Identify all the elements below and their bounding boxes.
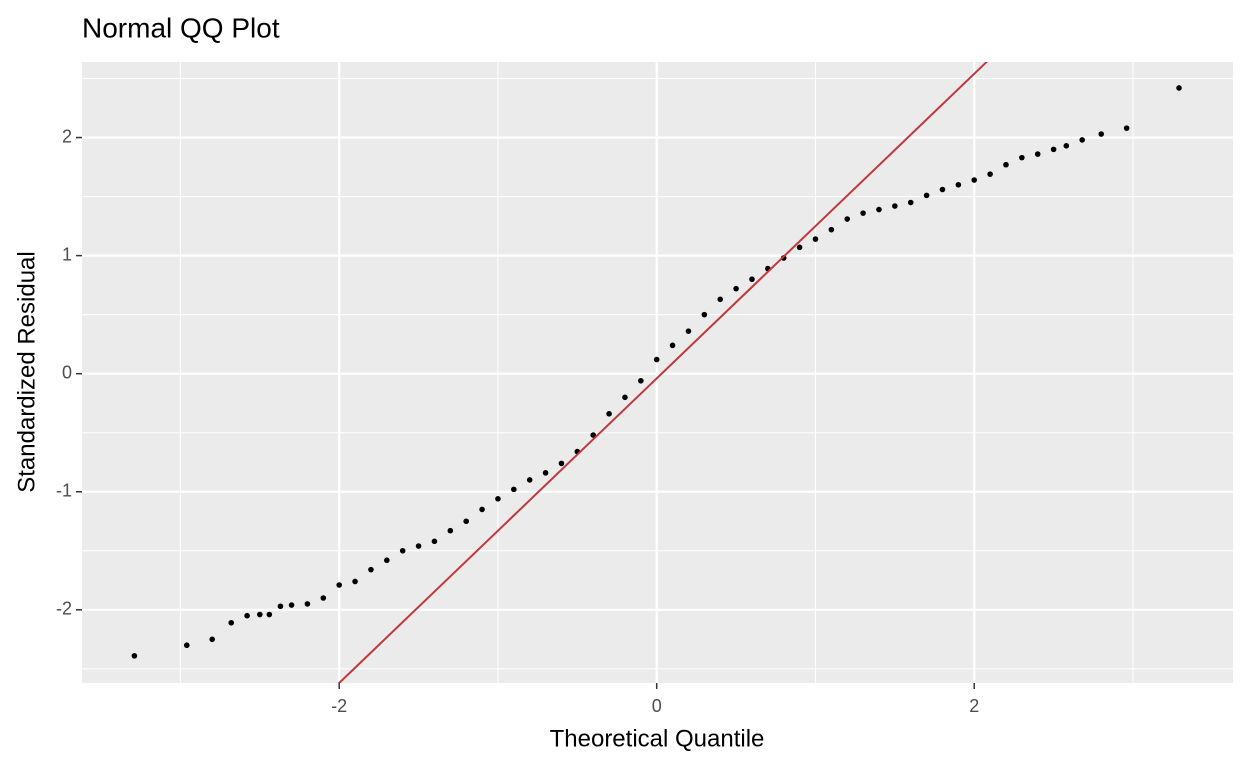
point bbox=[749, 276, 755, 283]
y-tick-label: 1 bbox=[62, 244, 72, 264]
point bbox=[1123, 125, 1130, 131]
point bbox=[590, 432, 597, 438]
point bbox=[733, 285, 739, 292]
point bbox=[1019, 154, 1025, 161]
point bbox=[1079, 137, 1085, 143]
y-tick-label: -1 bbox=[56, 480, 72, 500]
point bbox=[892, 203, 898, 209]
y-tick-label: 2 bbox=[62, 126, 72, 146]
point bbox=[717, 296, 724, 303]
point bbox=[876, 206, 882, 213]
point bbox=[415, 543, 422, 549]
point bbox=[266, 611, 273, 618]
point bbox=[812, 236, 819, 242]
point bbox=[542, 470, 549, 476]
point bbox=[796, 244, 803, 251]
reference-line bbox=[337, 62, 988, 683]
point bbox=[463, 518, 469, 525]
point bbox=[1176, 85, 1182, 91]
x-tick-label: 2 bbox=[969, 696, 979, 716]
point bbox=[183, 642, 190, 649]
point bbox=[244, 612, 250, 619]
chart-title: Normal QQ Plot bbox=[82, 12, 280, 43]
point bbox=[1050, 146, 1057, 153]
x-tick-label: -2 bbox=[331, 696, 347, 716]
point bbox=[336, 582, 342, 588]
point bbox=[606, 411, 612, 417]
point bbox=[257, 611, 263, 618]
point bbox=[399, 547, 406, 554]
point bbox=[860, 210, 866, 216]
point bbox=[526, 477, 533, 483]
point bbox=[368, 566, 374, 573]
point bbox=[971, 177, 978, 183]
point bbox=[622, 394, 628, 401]
point bbox=[320, 595, 327, 601]
point bbox=[955, 181, 962, 188]
point bbox=[844, 216, 851, 222]
point bbox=[685, 328, 692, 334]
point bbox=[511, 486, 517, 493]
point bbox=[1098, 131, 1105, 137]
point bbox=[1003, 161, 1009, 168]
point bbox=[923, 192, 930, 199]
plot-area bbox=[131, 62, 1182, 683]
point bbox=[495, 496, 501, 502]
point bbox=[907, 199, 914, 206]
point bbox=[288, 602, 295, 608]
point bbox=[638, 377, 644, 384]
point bbox=[447, 527, 454, 534]
point bbox=[131, 653, 138, 659]
point bbox=[939, 186, 946, 193]
point bbox=[228, 619, 235, 626]
point bbox=[384, 557, 390, 564]
y-tick-label: 0 bbox=[62, 362, 72, 382]
x-axis-title: Theoretical Quantile bbox=[550, 725, 765, 752]
point bbox=[987, 171, 993, 177]
point bbox=[209, 636, 215, 643]
y-tick-label: -2 bbox=[56, 599, 72, 619]
x-tick-label: 0 bbox=[652, 696, 662, 716]
y-axis-title: Standardized Residual bbox=[13, 251, 40, 493]
point bbox=[669, 342, 676, 349]
point bbox=[1063, 143, 1070, 149]
point bbox=[431, 538, 438, 545]
point bbox=[352, 578, 358, 585]
grid: -2 0 2 -2 -1 0 1 2 bbox=[56, 62, 1233, 716]
point bbox=[558, 460, 565, 467]
point bbox=[479, 506, 485, 513]
point bbox=[653, 356, 660, 363]
point bbox=[828, 226, 835, 233]
point bbox=[304, 601, 311, 607]
point bbox=[701, 311, 708, 318]
point bbox=[1034, 151, 1041, 157]
point bbox=[277, 603, 284, 610]
